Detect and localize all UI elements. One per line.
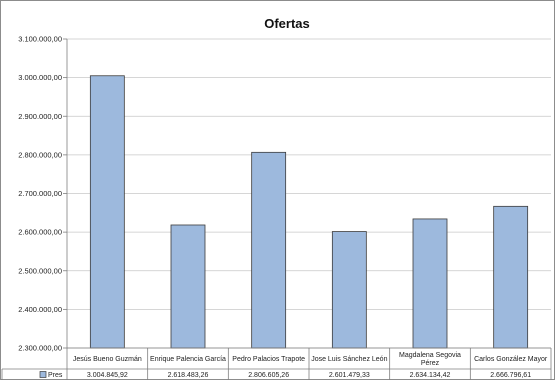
data-value-label: 3.004.845,92 <box>87 372 128 379</box>
data-value-label: 2.634.134,42 <box>410 372 451 379</box>
bar <box>412 218 448 349</box>
category-label: Carlos González Mayor <box>474 356 548 363</box>
category-label: Pérez <box>421 360 440 367</box>
gridlines <box>67 38 551 349</box>
bar <box>170 224 206 349</box>
series-name: Pres <box>48 372 63 379</box>
y-tick-label: 2.800.000,00 <box>18 150 62 159</box>
chart-title: Ofertas <box>264 16 310 31</box>
y-tick-label: 2.900.000,00 <box>18 112 62 121</box>
y-tick-label: 3.000.000,00 <box>18 73 62 82</box>
category-label: Magdalena Segovia <box>399 352 461 359</box>
bars <box>89 75 529 349</box>
data-value-label: 2.601.479,33 <box>329 372 370 379</box>
data-table: Jesús Bueno Guzmán Enrique Palencia Garcí… <box>1 347 552 380</box>
y-tick-label: 2.600.000,00 <box>18 228 62 237</box>
bar <box>331 231 367 349</box>
data-value-label: 2.666.796,61 <box>490 372 531 379</box>
legend-key <box>39 371 47 378</box>
y-tick-label: 2.500.000,00 <box>18 266 62 275</box>
bar <box>493 205 529 349</box>
category-label: Jose Luis Sánchez León <box>311 356 387 363</box>
bar <box>251 151 287 349</box>
category-label: Jesús Bueno Guzmán <box>73 356 142 363</box>
y-tick-label: 2.300.000,00 <box>18 344 62 353</box>
y-tick-label: 3.100.000,00 <box>18 35 62 44</box>
y-tick-label: 2.400.000,00 <box>18 305 62 314</box>
data-value-label: 2.806.605,26 <box>248 372 289 379</box>
y-axis-ticks: 2.300.000,00 2.400.000,00 2.500.000,00 2.60… <box>18 35 68 353</box>
category-label: Enrique Palencia García <box>150 356 226 363</box>
category-label: Pedro Palacios Trapote <box>232 356 305 363</box>
data-value-label: 2.618.483,26 <box>168 372 209 379</box>
bar <box>89 75 125 349</box>
y-tick-label: 2.700.000,00 <box>18 189 62 198</box>
